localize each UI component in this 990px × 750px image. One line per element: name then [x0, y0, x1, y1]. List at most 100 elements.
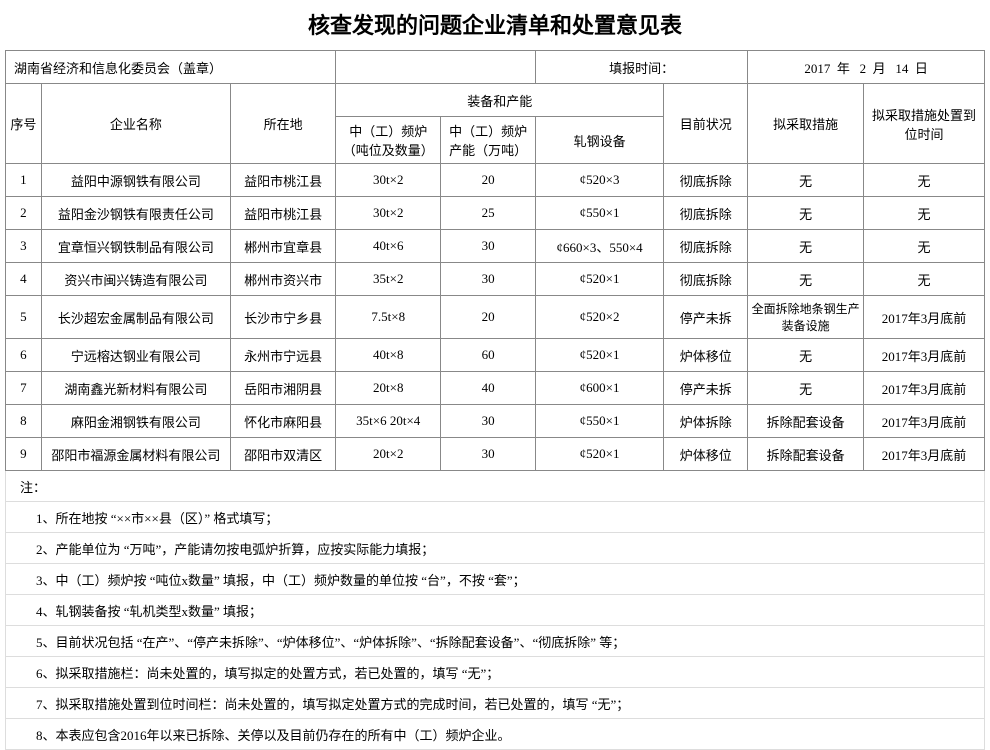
note-line: 5、目前状况包括 “在产”、“停产未拆除”、“炉体移位”、“炉体拆除”、“拆除配… — [6, 626, 985, 657]
cell-deadline: 2017年3月底前 — [864, 372, 985, 405]
cell-eq2: 20 — [441, 296, 536, 339]
header-deadline: 拟采取措施处置到位时间 — [864, 84, 985, 164]
cell-status: 彻底拆除 — [664, 197, 748, 230]
table-row: 5长沙超宏金属制品有限公司长沙市宁乡县7.5t×820¢520×2停产未拆全面拆… — [6, 296, 985, 339]
header-seq: 序号 — [6, 84, 42, 164]
cell-eq2: 30 — [441, 230, 536, 263]
cell-deadline: 2017年3月底前 — [864, 339, 985, 372]
cell-eq3: ¢520×2 — [535, 296, 663, 339]
cell-eq1: 40t×6 — [336, 230, 441, 263]
cell-status: 炉体移位 — [664, 339, 748, 372]
info-row: 湖南省经济和信息化委员会（盖章） 填报时间： 2017 年 2 月 14 日 — [6, 51, 985, 84]
cell-company: 资兴市闽兴铸造有限公司 — [41, 263, 230, 296]
cell-seq: 2 — [6, 197, 42, 230]
cell-status: 停产未拆 — [664, 296, 748, 339]
cell-eq1: 20t×8 — [336, 372, 441, 405]
month-value: 2 — [860, 61, 867, 76]
cell-deadline: 无 — [864, 263, 985, 296]
header-location: 所在地 — [231, 84, 336, 164]
cell-location: 益阳市桃江县 — [231, 197, 336, 230]
cell-company: 麻阳金湘钢铁有限公司 — [41, 405, 230, 438]
day-value: 14 — [895, 61, 908, 76]
note-line: 6、拟采取措施栏：尚未处置的，填写拟定的处置方式，若已处置的，填写 “无”； — [6, 657, 985, 688]
cell-eq3: ¢600×1 — [535, 372, 663, 405]
note-line: 3、中（工）频炉按 “吨位x数量” 填报，中（工）频炉数量的单位按 “台”，不按… — [6, 564, 985, 595]
org-cell: 湖南省经济和信息化委员会（盖章） — [6, 51, 336, 84]
header-equip2: 中（工）频炉产能（万吨） — [441, 117, 536, 164]
cell-location: 长沙市宁乡县 — [231, 296, 336, 339]
cell-status: 停产未拆 — [664, 372, 748, 405]
cell-location: 怀化市麻阳县 — [231, 405, 336, 438]
note-line: 7、拟采取措施处置到位时间栏：尚未处置的，填写拟定处置方式的完成时间，若已处置的… — [6, 688, 985, 719]
cell-measure: 无 — [748, 263, 864, 296]
cell-eq2: 30 — [441, 438, 536, 471]
cell-status: 彻底拆除 — [664, 263, 748, 296]
cell-eq2: 30 — [441, 405, 536, 438]
header-row-1: 序号 企业名称 所在地 装备和产能 目前状况 拟采取措施 拟采取措施处置到位时间 — [6, 84, 985, 117]
cell-eq2: 20 — [441, 164, 536, 197]
cell-eq2: 40 — [441, 372, 536, 405]
cell-eq3: ¢550×1 — [535, 197, 663, 230]
cell-company: 益阳金沙钢铁有限责任公司 — [41, 197, 230, 230]
cell-location: 郴州市资兴市 — [231, 263, 336, 296]
cell-deadline: 2017年3月底前 — [864, 296, 985, 339]
document-sheet: 核查发现的问题企业清单和处置意见表 湖南省经济和信息化委员会（盖章） 填报时间：… — [5, 0, 985, 750]
table-row: 8麻阳金湘钢铁有限公司怀化市麻阳县35t×6 20t×430¢550×1炉体拆除… — [6, 405, 985, 438]
table-row: 3宜章恒兴钢铁制品有限公司郴州市宜章县40t×630¢660×3、550×4彻底… — [6, 230, 985, 263]
header-equip3: 轧钢设备 — [535, 117, 663, 164]
cell-measure: 全面拆除地条钢生产装备设施 — [748, 296, 864, 339]
year-value: 2017 — [804, 61, 830, 76]
cell-measure: 无 — [748, 372, 864, 405]
cell-eq3: ¢520×1 — [535, 263, 663, 296]
main-table: 湖南省经济和信息化委员会（盖章） 填报时间： 2017 年 2 月 14 日 序… — [5, 50, 985, 471]
cell-eq1: 35t×6 20t×4 — [336, 405, 441, 438]
cell-seq: 5 — [6, 296, 42, 339]
cell-location: 永州市宁远县 — [231, 339, 336, 372]
cell-eq1: 30t×2 — [336, 197, 441, 230]
cell-deadline: 无 — [864, 197, 985, 230]
cell-seq: 6 — [6, 339, 42, 372]
header-status: 目前状况 — [664, 84, 748, 164]
cell-status: 炉体移位 — [664, 438, 748, 471]
cell-location: 岳阳市湘阴县 — [231, 372, 336, 405]
cell-eq1: 30t×2 — [336, 164, 441, 197]
cell-company: 湖南鑫光新材料有限公司 — [41, 372, 230, 405]
header-equip-group: 装备和产能 — [336, 84, 664, 117]
day-label: 日 — [915, 61, 928, 76]
cell-eq3: ¢520×3 — [535, 164, 663, 197]
cell-eq1: 40t×8 — [336, 339, 441, 372]
cell-seq: 3 — [6, 230, 42, 263]
fill-date-cell: 2017 年 2 月 14 日 — [748, 51, 985, 84]
cell-location: 益阳市桃江县 — [231, 164, 336, 197]
note-line: 2、产能单位为 “万吨”，产能请勿按电弧炉折算，应按实际能力填报； — [6, 533, 985, 564]
cell-deadline: 2017年3月底前 — [864, 405, 985, 438]
cell-deadline: 2017年3月底前 — [864, 438, 985, 471]
header-equip1: 中（工）频炉（吨位及数量） — [336, 117, 441, 164]
header-company: 企业名称 — [41, 84, 230, 164]
cell-measure: 拆除配套设备 — [748, 405, 864, 438]
notes-label: 注： — [6, 471, 985, 502]
notes-table: 注：1、所在地按 “××市××县（区）” 格式填写；2、产能单位为 “万吨”，产… — [5, 471, 985, 750]
table-row: 2益阳金沙钢铁有限责任公司益阳市桃江县30t×225¢550×1彻底拆除无无 — [6, 197, 985, 230]
year-label: 年 — [837, 61, 850, 76]
cell-measure: 无 — [748, 164, 864, 197]
cell-eq2: 30 — [441, 263, 536, 296]
cell-company: 邵阳市福源金属材料有限公司 — [41, 438, 230, 471]
cell-eq1: 20t×2 — [336, 438, 441, 471]
page-title: 核查发现的问题企业清单和处置意见表 — [5, 0, 985, 50]
cell-eq1: 35t×2 — [336, 263, 441, 296]
cell-status: 彻底拆除 — [664, 164, 748, 197]
cell-eq1: 7.5t×8 — [336, 296, 441, 339]
table-row: 4资兴市闽兴铸造有限公司郴州市资兴市35t×230¢520×1彻底拆除无无 — [6, 263, 985, 296]
cell-deadline: 无 — [864, 230, 985, 263]
note-line: 4、轧钢装备按 “轧机类型x数量” 填报； — [6, 595, 985, 626]
cell-location: 邵阳市双清区 — [231, 438, 336, 471]
cell-eq2: 60 — [441, 339, 536, 372]
cell-company: 长沙超宏金属制品有限公司 — [41, 296, 230, 339]
cell-measure: 无 — [748, 197, 864, 230]
cell-seq: 7 — [6, 372, 42, 405]
cell-measure: 无 — [748, 339, 864, 372]
table-row: 1益阳中源钢铁有限公司益阳市桃江县30t×220¢520×3彻底拆除无无 — [6, 164, 985, 197]
table-row: 9邵阳市福源金属材料有限公司邵阳市双清区20t×230¢520×1炉体移位拆除配… — [6, 438, 985, 471]
cell-seq: 4 — [6, 263, 42, 296]
